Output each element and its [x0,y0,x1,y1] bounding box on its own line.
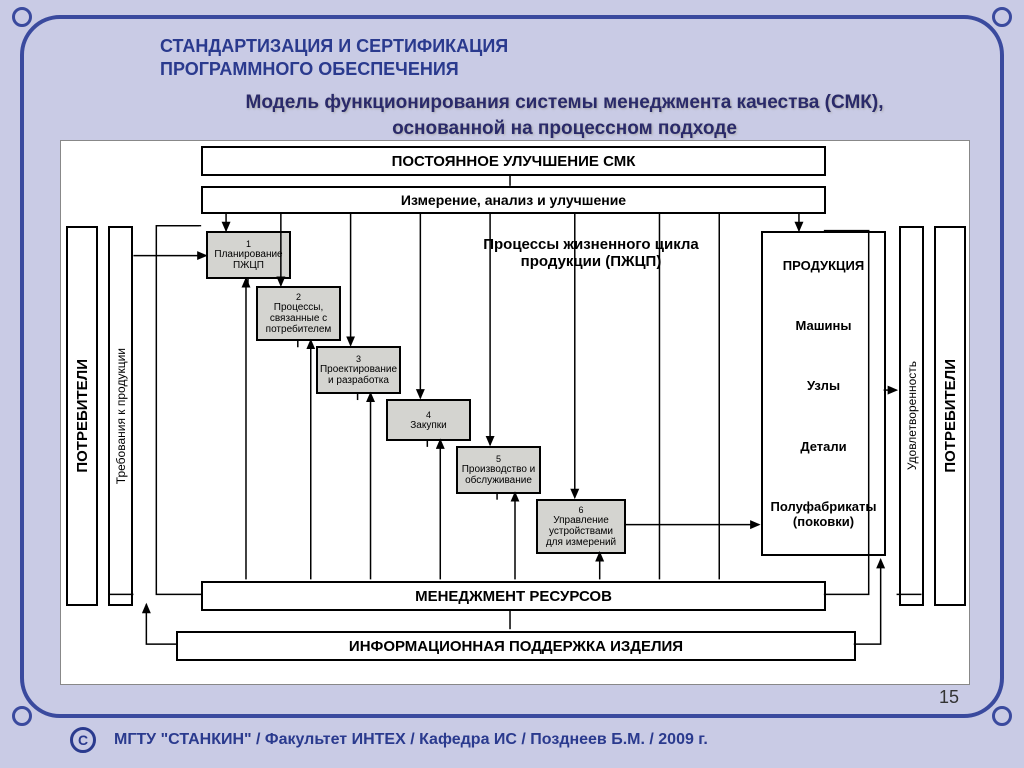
consumers-right-label: ПОТРЕБИТЕЛИ [942,359,959,473]
corner-ornament [992,706,1012,726]
proc-num: 4 [426,410,431,420]
proc-label: Управление устройствами для измерений [540,515,622,548]
proc-label: Проектирование и разработка [320,364,397,386]
corner-ornament [992,7,1012,27]
product-item: Машины [796,318,852,333]
box-requirements: Требования к продукции [108,226,133,606]
box-measurement-analysis: Измерение, анализ и улучшение [201,186,826,214]
process-3-design: 3 Проектирование и разработка [316,346,401,394]
lifecycle-processes-label: Процессы жизненного цикла продукции (ПЖЦ… [441,236,741,270]
title-line2: основанной на процессном подходе [165,116,964,142]
product-item: Узлы [807,378,840,393]
box-satisfaction: Удовлетворенность [899,226,924,606]
proc-label: Закупки [410,420,446,431]
title-line1: Модель функционирования системы менеджме… [165,90,964,116]
proc-num: 2 [296,292,301,302]
proc-num: 1 [246,239,251,249]
slide-footer: C МГТУ "СТАНКИН" / Факультет ИНТЕХ / Каф… [70,727,984,753]
process-6-measurement-devices: 6 Управление устройствами для измерений [536,499,626,554]
box-resource-management: МЕНЕДЖМЕНТ РЕСУРСОВ [201,581,826,611]
copyright-icon: C [70,727,96,753]
proc-num: 6 [578,505,583,515]
satisfaction-label: Удовлетворенность [905,361,919,470]
product-item: Полуфабрикаты (поковки) [765,499,882,529]
consumers-label: ПОТРЕБИТЕЛИ [74,359,91,473]
corner-ornament [12,7,32,27]
product-item: Детали [800,439,846,454]
requirements-label: Требования к продукции [114,348,128,484]
process-5-production: 5 Производство и обслуживание [456,446,541,494]
proc-label: Производство и обслуживание [460,464,537,486]
header-line2: ПРОГРАММНОГО ОБЕСПЕЧЕНИЯ [160,58,508,81]
footer-text: МГТУ "СТАНКИН" / Факультет ИНТЕХ / Кафед… [114,731,708,749]
proc-label: Процессы, связанные с потребителем [260,302,337,335]
corner-ornament [12,706,32,726]
process-4-procurement: 4 Закупки [386,399,471,441]
products-title: ПРОДУКЦИЯ [783,258,864,273]
box-information-support: ИНФОРМАЦИОННАЯ ПОДДЕРЖКА ИЗДЕЛИЯ [176,631,856,661]
page-number: 15 [939,687,959,708]
slide-header: СТАНДАРТИЗАЦИЯ И СЕРТИФИКАЦИЯ ПРОГРАММНО… [160,35,508,82]
box-continuous-improvement: ПОСТОЯННОЕ УЛУЧШЕНИЕ СМК [201,146,826,176]
proc-num: 3 [356,354,361,364]
box-products: ПРОДУКЦИЯ Машины Узлы Детали Полуфабрика… [761,231,886,556]
slide-title: Модель функционирования системы менеджме… [165,90,964,141]
process-1-planning: 1 Планирование ПЖЦП [206,231,291,279]
proc-label: Планирование ПЖЦП [210,249,287,271]
box-consumers-right: ПОТРЕБИТЕЛИ [934,226,966,606]
box-consumers-left: ПОТРЕБИТЕЛИ [66,226,98,606]
qms-diagram: ПОСТОЯННОЕ УЛУЧШЕНИЕ СМК Измерение, анал… [60,140,970,685]
process-2-customer: 2 Процессы, связанные с потребителем [256,286,341,341]
header-line1: СТАНДАРТИЗАЦИЯ И СЕРТИФИКАЦИЯ [160,35,508,58]
proc-num: 5 [496,454,501,464]
